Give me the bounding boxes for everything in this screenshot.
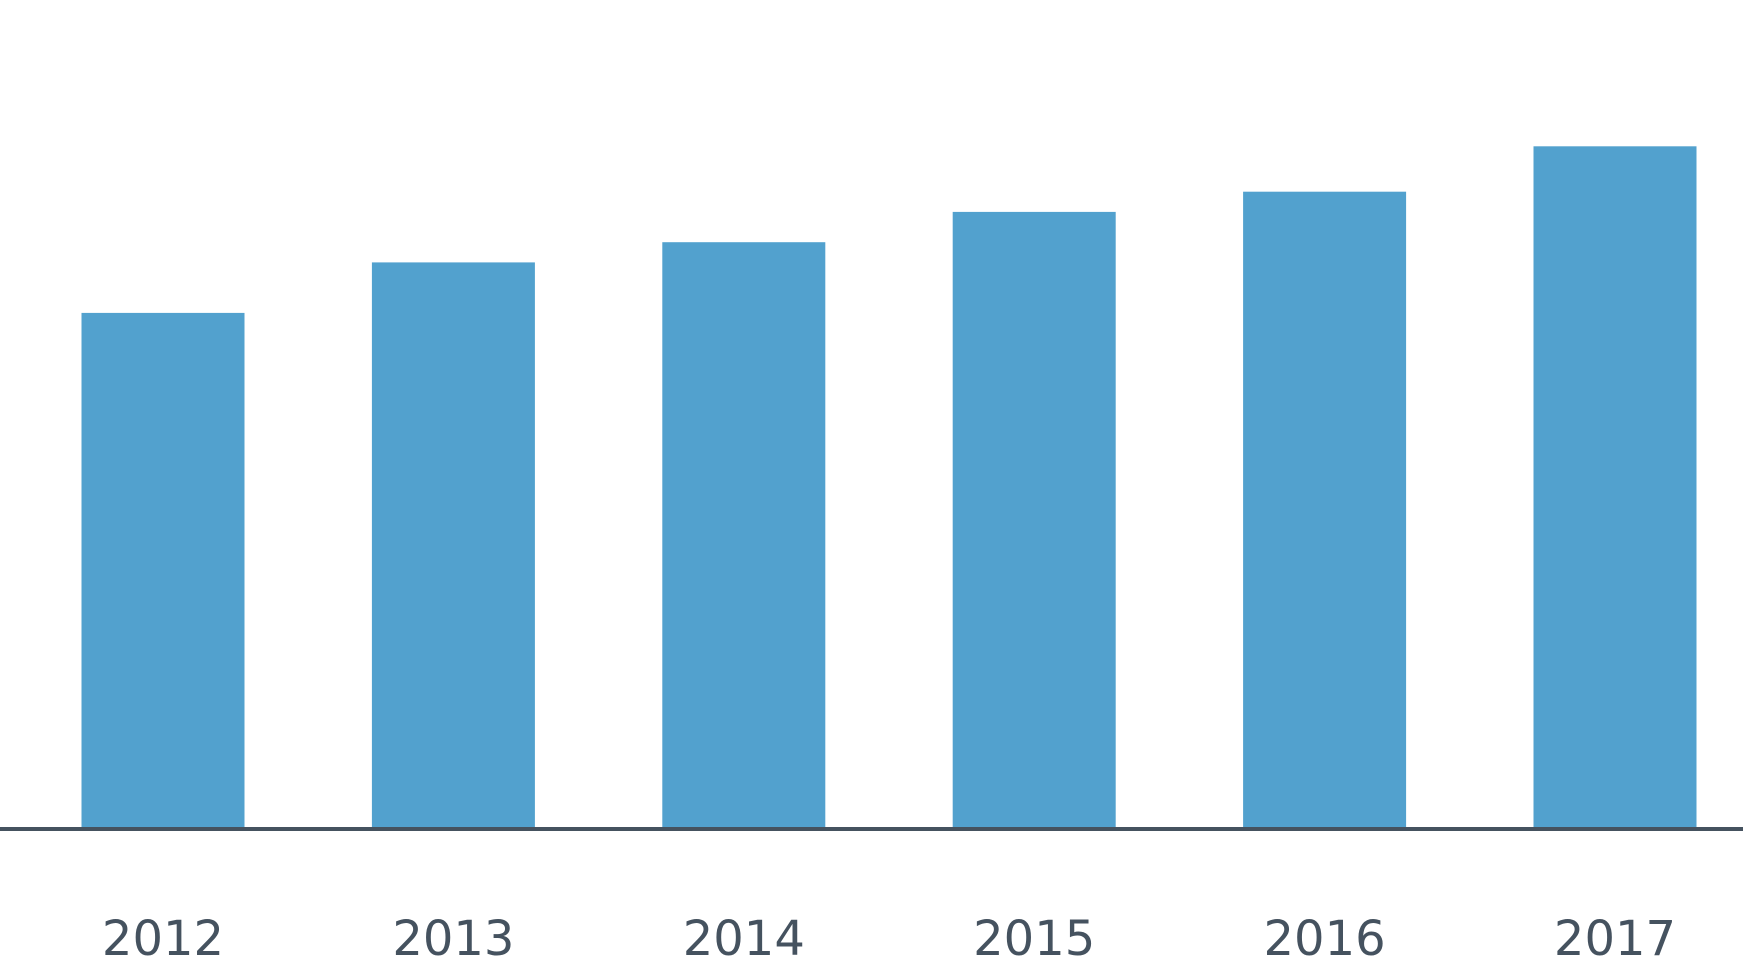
x-tick-label: 2015: [973, 911, 1095, 956]
x-tick-label: 2012: [102, 911, 224, 956]
x-tick-label: 2014: [683, 911, 805, 956]
x-tick-label: 2013: [392, 911, 514, 956]
x-tick-labels: 2012 2013 2014 2015 2016 2017: [102, 911, 1676, 956]
bar-2014: [662, 242, 826, 828]
bars-layer: [81, 146, 1697, 829]
bar-2017: [1533, 146, 1697, 829]
bar-2012: [81, 312, 245, 828]
bar-2016: [1243, 191, 1407, 828]
x-tick-label: 2016: [1264, 911, 1386, 956]
bar-2015: [952, 211, 1116, 828]
bar-2013: [371, 262, 535, 828]
x-tick-label: 2017: [1554, 911, 1676, 956]
